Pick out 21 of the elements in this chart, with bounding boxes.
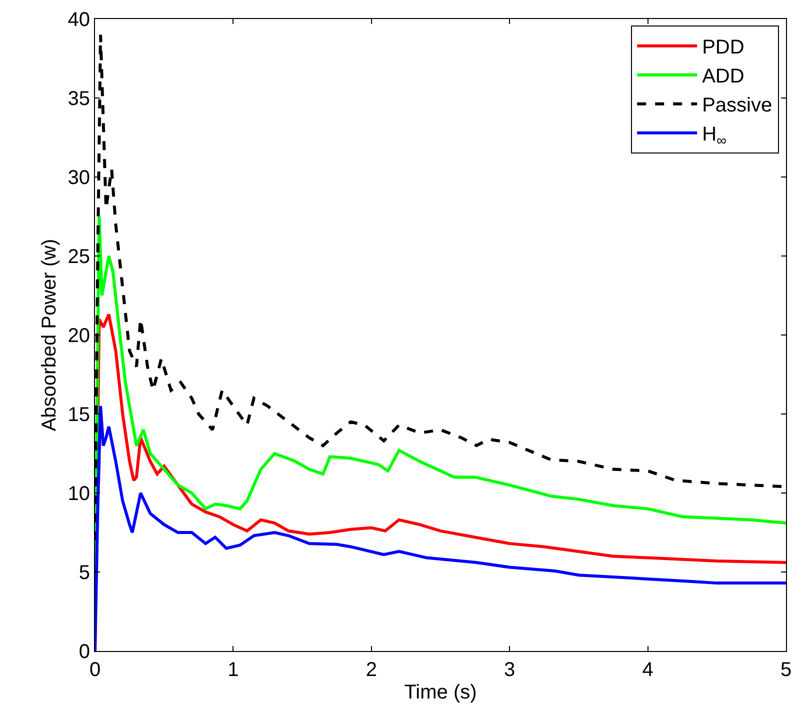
y-axis-title: Absoorbed Power (w)	[38, 238, 60, 432]
x-tick-label: 5	[780, 659, 792, 681]
y-tick-label: 30	[68, 167, 90, 189]
legend-label: ADD	[702, 66, 744, 88]
legend-label: Passive	[702, 94, 772, 117]
y-tick-label: 25	[68, 246, 90, 268]
x-tick-label: 2	[366, 659, 377, 681]
y-tick-label: 10	[68, 483, 90, 505]
y-tick-label: 15	[68, 404, 90, 426]
y-tick-label: 20	[68, 325, 90, 347]
y-tick-label: 35	[68, 88, 90, 110]
y-tick-label: 5	[78, 562, 90, 584]
y-tick-label: 40	[68, 9, 90, 31]
x-tick-label: 3	[504, 659, 516, 681]
x-tick-label: 4	[642, 659, 654, 681]
x-tick-label: 1	[228, 659, 239, 681]
legend-label: PDD	[702, 36, 744, 59]
legend-label: H$_{∞}$	[702, 124, 727, 148]
x-axis-title: Time (s)	[404, 682, 477, 704]
line-series	[95, 404, 786, 651]
y-tick-label: 0	[78, 641, 90, 663]
